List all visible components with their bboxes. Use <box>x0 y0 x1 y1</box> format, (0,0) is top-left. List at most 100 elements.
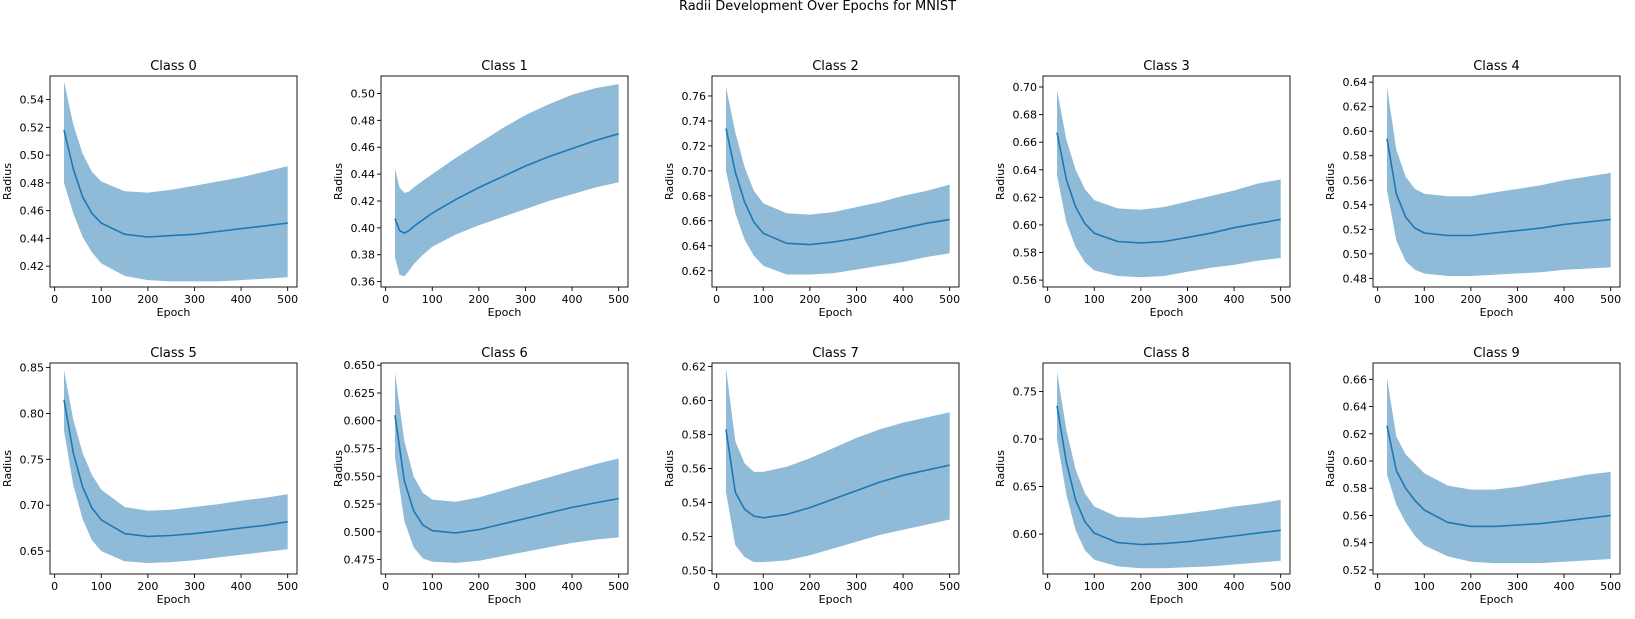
axes-frame <box>1042 75 1291 288</box>
x-tick-label: 500 <box>939 580 960 593</box>
y-tick-label: 0.66 <box>1013 136 1038 149</box>
y-tick-label: 0.68 <box>1013 109 1038 122</box>
axes-frame <box>711 75 960 288</box>
x-tick-label: 400 <box>1554 293 1575 306</box>
x-tick-label: 400 <box>1224 580 1245 593</box>
mean-radius-line <box>1386 138 1611 237</box>
y-axis-label: Radius <box>332 450 345 487</box>
y-tick-label: 0.46 <box>351 141 376 154</box>
subplot-title: Class 4 <box>1473 59 1520 74</box>
y-axis-label: Radius <box>663 163 676 200</box>
x-tick-label: 300 <box>846 293 867 306</box>
y-tick-label: 0.38 <box>351 249 376 262</box>
y-tick-label: 0.70 <box>20 499 45 512</box>
confidence-band <box>395 373 619 563</box>
y-tick-label: 0.56 <box>1343 174 1368 187</box>
x-tick-label: 0 <box>51 580 58 593</box>
y-tick-label: 0.65 <box>20 545 45 558</box>
y-tick-label: 0.46 <box>20 205 45 218</box>
y-tick-label: 0.62 <box>1013 191 1038 204</box>
subplot-title: Class 1 <box>481 59 528 74</box>
y-tick-label: 0.44 <box>351 168 376 181</box>
y-tick-label: 0.74 <box>682 115 707 128</box>
mean-radius-line <box>725 429 950 519</box>
subplot-class-6: 0 100 200 300 400 500 0.475 0.500 0.525 0.550 0.57… <box>332 346 629 606</box>
x-tick-label: 300 <box>1177 580 1198 593</box>
x-tick-label: 200 <box>1130 580 1151 593</box>
subplot-title: Class 7 <box>812 346 859 361</box>
x-tick-label: 400 <box>1224 293 1245 306</box>
subplot-class-2: 0 100 200 300 400 500 0.62 0.64 0.66 0.68 0.70 0.72… <box>663 59 960 319</box>
y-tick-label: 0.44 <box>20 232 45 245</box>
x-tick-label: 100 <box>422 580 443 593</box>
x-tick-label: 300 <box>515 293 536 306</box>
x-tick-label: 200 <box>1130 293 1151 306</box>
confidence-band <box>1387 378 1611 564</box>
y-tick-label: 0.65 <box>1013 481 1038 494</box>
x-tick-label: 400 <box>231 580 252 593</box>
x-axis-label: Epoch <box>157 306 191 319</box>
subplot-title: Class 0 <box>150 59 197 74</box>
x-tick-label: 100 <box>1084 580 1105 593</box>
y-tick-label: 0.48 <box>351 114 376 127</box>
y-tick-label: 0.48 <box>1343 272 1368 285</box>
x-tick-label: 0 <box>713 580 720 593</box>
y-tick-label: 0.68 <box>682 190 707 203</box>
x-axis-label: Epoch <box>1150 593 1184 606</box>
y-tick-label: 0.75 <box>20 453 45 466</box>
axes-frame <box>1372 362 1621 575</box>
y-tick-label: 0.54 <box>20 94 45 107</box>
axes-frame <box>380 75 629 288</box>
subplot-class-7: 0 100 200 300 400 500 0.50 0.52 0.54 0.56 0.58 0.60… <box>663 346 960 606</box>
x-axis-label: Epoch <box>1480 306 1514 319</box>
x-axis-label: Epoch <box>819 593 853 606</box>
x-tick-label: 300 <box>1507 293 1528 306</box>
axes-frame <box>49 75 298 288</box>
y-tick-label: 0.60 <box>1013 528 1038 541</box>
y-axis-label: Radius <box>332 163 345 200</box>
y-tick-label: 0.48 <box>20 177 45 190</box>
subplot-class-9: 0 100 200 300 400 500 0.52 0.54 0.56 0.58 0.60 0.62… <box>1324 346 1621 606</box>
y-axis-label: Radius <box>1 163 14 200</box>
x-tick-label: 500 <box>608 580 629 593</box>
x-tick-label: 400 <box>231 293 252 306</box>
x-tick-label: 400 <box>562 293 583 306</box>
y-tick-label: 0.52 <box>20 121 45 134</box>
confidence-band <box>395 84 619 277</box>
x-tick-label: 200 <box>137 293 158 306</box>
y-axis-label: Radius <box>1 450 14 487</box>
x-tick-label: 0 <box>1044 293 1051 306</box>
y-tick-label: 0.42 <box>351 195 376 208</box>
y-tick-label: 0.54 <box>1343 199 1368 212</box>
x-tick-label: 500 <box>1600 293 1621 306</box>
axes-frame <box>380 362 629 575</box>
y-tick-label: 0.56 <box>1343 509 1368 522</box>
x-tick-label: 400 <box>893 293 914 306</box>
subplot-class-0: 0 100 200 300 400 500 0.42 0.44 0.46 0.48 0.50 0.52… <box>1 59 298 319</box>
y-tick-label: 0.70 <box>1013 433 1038 446</box>
subplot-class-4: 0 100 200 300 400 500 0.48 0.50 0.52 0.54 0.56 0.58… <box>1324 59 1621 319</box>
confidence-band <box>64 81 288 282</box>
subplot-title: Class 8 <box>1143 346 1190 361</box>
y-axis-label: Radius <box>1324 163 1337 200</box>
x-tick-label: 300 <box>184 580 205 593</box>
x-axis-label: Epoch <box>488 306 522 319</box>
subplot-class-1: 0 100 200 300 400 500 0.36 0.38 0.40 0.42 0.44 0.46… <box>332 59 629 319</box>
subplot-class-5: 0 100 200 300 400 500 0.65 0.70 0.75 0.80 0.85 Clas… <box>1 346 298 606</box>
x-tick-label: 500 <box>608 293 629 306</box>
x-tick-label: 100 <box>422 293 443 306</box>
y-tick-label: 0.56 <box>682 463 707 476</box>
y-tick-label: 0.64 <box>682 240 707 253</box>
y-tick-label: 0.650 <box>344 359 376 372</box>
confidence-band <box>1387 87 1611 276</box>
mean-radius-line <box>394 133 619 234</box>
x-axis-label: Epoch <box>1480 593 1514 606</box>
x-tick-label: 400 <box>893 580 914 593</box>
subplot-title: Class 6 <box>481 346 528 361</box>
x-tick-label: 0 <box>1374 580 1381 593</box>
x-tick-label: 300 <box>846 580 867 593</box>
subplot-title: Class 2 <box>812 59 859 74</box>
y-tick-label: 0.60 <box>682 394 707 407</box>
x-tick-label: 0 <box>1374 293 1381 306</box>
x-tick-label: 500 <box>939 293 960 306</box>
